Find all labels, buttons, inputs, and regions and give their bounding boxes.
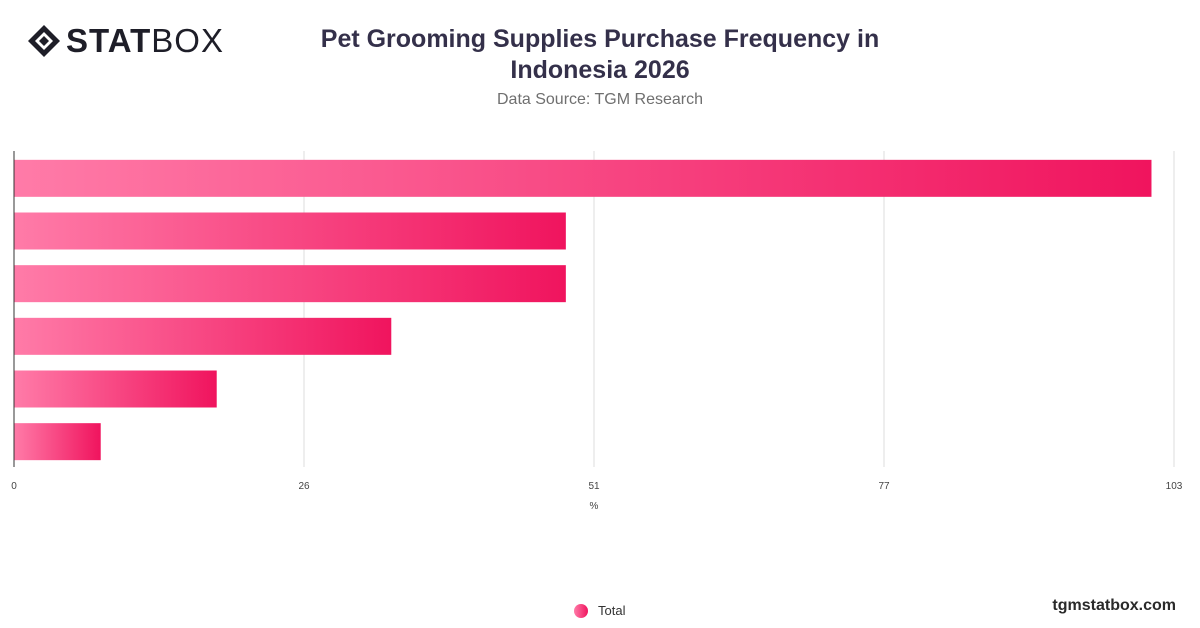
x-tick-label: 51 (588, 481, 600, 492)
x-axis-ticks: 0 26 51 77 103 (11, 481, 1183, 492)
bar[interactable] (14, 265, 566, 303)
logo-bold-text: STAT (66, 22, 152, 59)
bar[interactable] (14, 423, 101, 461)
chart-title-line-1: Pet Grooming Supplies Purchase Frequency… (320, 25, 880, 53)
x-tick-label: 26 (298, 481, 310, 492)
bar[interactable] (14, 159, 1152, 197)
logo-wordmark: STATBOX (66, 23, 224, 59)
x-axis-label: % (590, 501, 599, 512)
bar[interactable] (14, 317, 392, 355)
statbox-diamond-icon (28, 25, 60, 57)
chart-title-line-2: Indonesia 2026 (510, 56, 690, 84)
bar[interactable] (14, 212, 566, 250)
statbox-logo: STATBOX (26, 22, 224, 60)
chart-legend[interactable]: Total (574, 603, 625, 618)
chart-subtitle: Data Source: TGM Research (496, 91, 703, 108)
bars (14, 159, 1152, 461)
site-url: tgmstatbox.com (1052, 597, 1176, 614)
x-tick-label: 0 (11, 481, 17, 492)
grid-lines (303, 151, 1175, 467)
x-tick-label: 103 (1166, 481, 1183, 492)
logo-light-text: BOX (151, 22, 224, 59)
chart-title: Pet Grooming Supplies Purchase Frequency… (300, 24, 900, 86)
bar[interactable] (14, 370, 217, 408)
legend-marker (574, 603, 588, 618)
x-tick-label: 77 (878, 481, 890, 492)
legend-label: Total (598, 603, 626, 618)
